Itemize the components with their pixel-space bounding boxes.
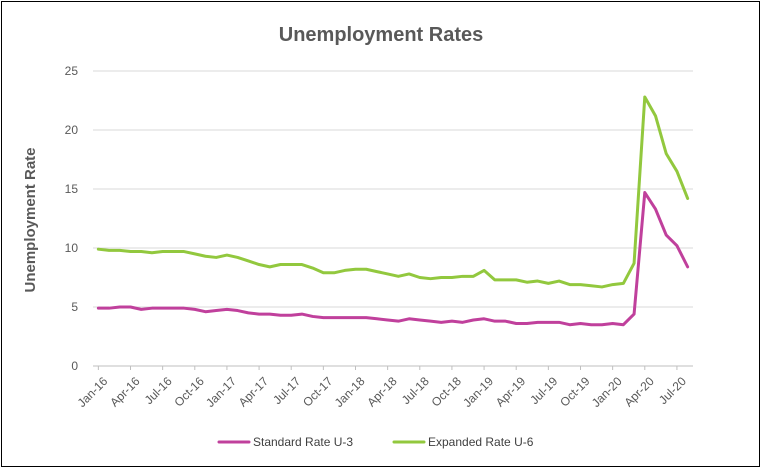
x-tick-label: Oct-17 — [300, 374, 336, 410]
legend-label: Standard Rate U-3 — [253, 435, 353, 449]
y-tick-labels: 0 5 10 15 20 25 — [65, 64, 79, 373]
y-tick-label: 15 — [65, 182, 79, 196]
y-tick-label: 10 — [65, 241, 79, 255]
x-tick-label: Apr-19 — [493, 374, 529, 410]
chart-title: Unemployment Rates — [279, 24, 484, 46]
gridlines — [93, 70, 693, 367]
x-tick-label: Apr-18 — [364, 374, 400, 410]
x-tick-label: Apr-20 — [621, 374, 657, 410]
x-tick-label: Jan-18 — [332, 374, 368, 410]
legend: Standard Rate U-3 Expanded Rate U-6 — [217, 435, 534, 449]
x-tick-label: Oct-18 — [429, 374, 465, 410]
y-tick-label: 25 — [65, 64, 79, 78]
x-tick-label: Jul-18 — [399, 374, 432, 407]
x-tick-label: Jan-19 — [460, 374, 496, 410]
x-tick-label: Jan-16 — [75, 374, 111, 410]
x-tick-label: Oct-16 — [171, 374, 207, 410]
x-tick-label: Jul-17 — [270, 374, 303, 407]
y-tick-label: 5 — [71, 300, 78, 314]
series-line-u6 — [96, 95, 690, 289]
y-tick-label: 20 — [65, 123, 79, 137]
x-tick-label: Apr-16 — [107, 374, 143, 410]
y-axis-label: Unemployment Rate — [22, 147, 39, 292]
legend-label: Expanded Rate U-6 — [428, 435, 534, 449]
series-lines — [96, 95, 690, 327]
x-tick-label: Jan-17 — [203, 374, 239, 410]
y-tick-label: 0 — [71, 359, 78, 373]
x-tick-label: Jan-20 — [589, 374, 625, 410]
x-tick-label: Jul-16 — [142, 374, 175, 407]
x-tick-label: Oct-19 — [557, 374, 593, 410]
x-tick-label: Jul-20 — [656, 374, 689, 407]
x-tick-label: Jul-19 — [527, 374, 560, 407]
series-line-u3 — [96, 191, 690, 327]
x-tick-label: Apr-17 — [236, 374, 272, 410]
